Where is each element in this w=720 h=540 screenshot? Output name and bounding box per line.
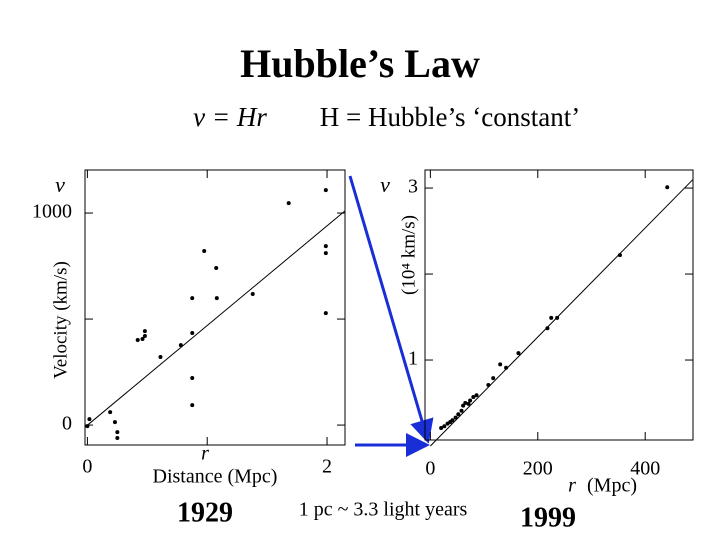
data-point bbox=[549, 315, 554, 320]
data-point bbox=[545, 326, 550, 331]
data-point bbox=[474, 393, 479, 398]
data-point bbox=[202, 248, 207, 253]
data-point bbox=[450, 418, 455, 423]
data-point bbox=[190, 375, 195, 380]
data-point bbox=[158, 355, 163, 360]
data-point bbox=[453, 415, 458, 420]
formula: v = Hr bbox=[193, 102, 267, 132]
data-point bbox=[87, 417, 92, 422]
data-point bbox=[439, 425, 444, 430]
data-point bbox=[286, 201, 291, 206]
data-point bbox=[665, 185, 670, 190]
y-tick-label: 1000 bbox=[32, 201, 72, 223]
data-point bbox=[459, 408, 464, 413]
data-point bbox=[504, 365, 509, 370]
title: Hubble’s Law bbox=[240, 41, 480, 86]
definition: H = Hubble’s ‘constant’ bbox=[320, 102, 580, 132]
x-tick-label: 0 bbox=[82, 456, 92, 478]
data-point bbox=[323, 251, 328, 256]
x-tick-label: 400 bbox=[630, 458, 660, 480]
year: 1929 bbox=[177, 497, 233, 528]
data-point bbox=[442, 424, 447, 429]
x-axis-label: Distance (Mpc) bbox=[153, 466, 278, 488]
x-symbol: r bbox=[201, 443, 209, 465]
y-tick-label: 3 bbox=[408, 176, 418, 198]
x-tick-label: 200 bbox=[523, 458, 553, 480]
data-point bbox=[142, 334, 147, 339]
data-point bbox=[323, 244, 328, 249]
plot-frame bbox=[424, 169, 694, 441]
data-point bbox=[471, 395, 476, 400]
x-tick-label: 2 bbox=[322, 456, 332, 478]
data-point bbox=[498, 362, 503, 367]
data-point bbox=[250, 292, 255, 297]
data-point bbox=[190, 403, 195, 408]
data-point bbox=[468, 398, 473, 403]
data-point bbox=[115, 436, 120, 441]
data-point bbox=[323, 188, 328, 193]
data-point bbox=[466, 401, 471, 406]
data-point bbox=[115, 430, 120, 435]
fit-line bbox=[84, 210, 346, 428]
data-point bbox=[214, 265, 219, 270]
data-point bbox=[140, 336, 145, 341]
x-symbol: r bbox=[568, 475, 576, 497]
x-axis-label: (Mpc) bbox=[587, 475, 637, 497]
y-tick-label: 0 bbox=[62, 413, 72, 435]
data-point bbox=[142, 329, 147, 334]
y-symbol: v bbox=[55, 172, 65, 197]
fit-line bbox=[430, 179, 694, 447]
data-point bbox=[486, 382, 491, 387]
y-axis-label: Velocity (km/s) bbox=[50, 261, 71, 379]
data-point bbox=[178, 343, 183, 348]
data-point bbox=[85, 424, 90, 429]
data-point bbox=[190, 296, 195, 301]
data-point bbox=[112, 420, 117, 425]
arrow bbox=[348, 175, 434, 444]
note: 1 pc ~ 3.3 light years bbox=[299, 499, 468, 521]
y-symbol: v bbox=[380, 172, 390, 197]
data-point bbox=[617, 253, 622, 258]
data-point bbox=[190, 331, 195, 336]
y-tick-label: 1 bbox=[408, 348, 418, 370]
y-axis-label: (10⁴ km/s) bbox=[398, 215, 419, 295]
data-point bbox=[456, 412, 461, 417]
data-point bbox=[135, 338, 140, 343]
data-point bbox=[516, 351, 521, 356]
data-point bbox=[214, 296, 219, 301]
data-point bbox=[108, 410, 113, 415]
data-point bbox=[463, 401, 468, 406]
year: 1999 bbox=[520, 502, 576, 533]
plot-frame bbox=[84, 169, 346, 446]
x-tick-label: 0 bbox=[425, 458, 435, 480]
data-point bbox=[555, 315, 560, 320]
data-point bbox=[323, 311, 328, 316]
data-point bbox=[491, 376, 496, 381]
